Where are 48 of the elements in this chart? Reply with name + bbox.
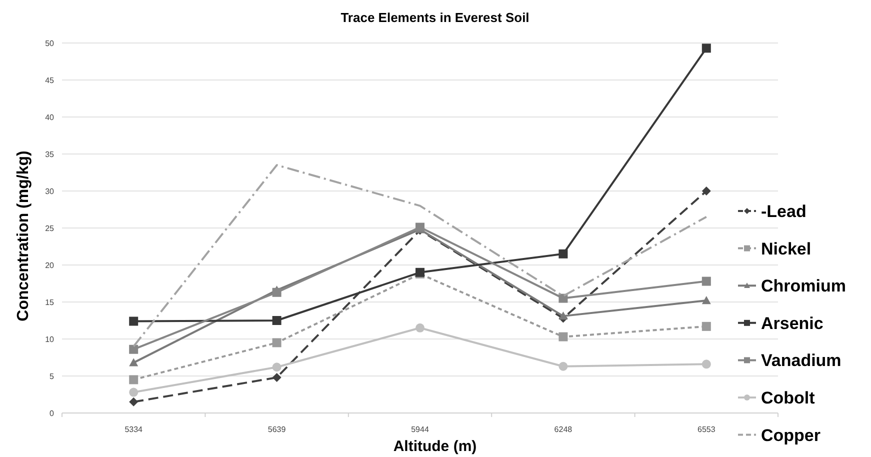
point	[272, 372, 282, 382]
y-axis-title: Concentration (mg/kg)	[15, 150, 32, 322]
legend-label: Vanadium	[761, 351, 842, 370]
legend-label: Nickel	[761, 239, 812, 258]
y-tick-label: 45	[45, 76, 55, 85]
point	[702, 296, 711, 304]
legend-label: Chromium	[761, 276, 846, 296]
point	[702, 186, 711, 196]
point	[416, 323, 424, 332]
y-tick-label: 30	[45, 187, 55, 196]
y-tick-label: 40	[45, 113, 55, 122]
point	[272, 288, 282, 297]
point	[702, 360, 711, 369]
y-tick-label: 10	[45, 335, 55, 344]
point	[129, 397, 138, 406]
point	[129, 344, 138, 354]
point	[129, 388, 138, 397]
x-tick-label: 6553	[698, 425, 716, 434]
legend-label: Copper	[761, 426, 821, 445]
point	[129, 358, 138, 366]
x-tick-label: 6248	[554, 425, 573, 434]
point	[272, 362, 282, 372]
legend-label: Cobolt	[761, 388, 816, 408]
y-tick-label: 25	[45, 224, 55, 233]
point	[129, 316, 138, 326]
x-axis-title: Altitude (m)	[393, 438, 477, 455]
x-tick-label: 5334	[124, 425, 144, 434]
y-tick-label: 35	[45, 150, 55, 159]
x-tick-label: 5639	[268, 425, 286, 434]
point	[702, 44, 711, 53]
point	[702, 322, 711, 331]
point	[558, 332, 568, 342]
y-tick-label: 20	[45, 261, 55, 270]
point	[272, 338, 282, 348]
point	[558, 312, 568, 320]
point	[558, 249, 568, 258]
point	[129, 375, 138, 384]
y-tick-label: 15	[45, 298, 55, 307]
chart-title: Trace Elements in Everest Soil	[340, 10, 530, 25]
point	[558, 362, 568, 371]
y-tick-label: 50	[45, 39, 55, 48]
point	[702, 276, 711, 286]
point	[272, 316, 282, 325]
legend-label: -Lead	[761, 202, 806, 221]
y-tick-label: 5	[50, 372, 55, 381]
y-tick-label: 0	[50, 409, 55, 418]
legend-label: Arsenic	[761, 314, 824, 333]
x-tick-label: 5944	[411, 425, 430, 434]
